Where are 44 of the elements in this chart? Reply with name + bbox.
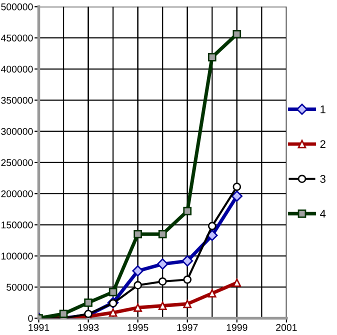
y-tick-label: 50000 [6, 284, 33, 291]
legend-label: 3 [320, 174, 326, 183]
point [158, 302, 167, 310]
legend-label: 1 [320, 106, 326, 114]
point [134, 281, 142, 290]
x-tick-label: 1995 [128, 324, 148, 331]
point [134, 303, 142, 312]
x-tick-label: 2001 [276, 324, 297, 331]
point [232, 278, 242, 287]
point [183, 300, 192, 308]
y-tick-label: 400000 [0, 66, 33, 73]
y-tick-label: 300000 [1, 128, 33, 135]
point [132, 265, 144, 276]
point [232, 182, 242, 191]
point [183, 275, 192, 284]
y-tick-label: 0 [28, 314, 33, 322]
legend-label: 4 [320, 210, 326, 218]
x-tick-label: 1991 [28, 324, 50, 331]
point [183, 206, 192, 216]
point [108, 288, 118, 296]
x-tick-label: 1999 [226, 324, 248, 331]
y-tick-label: 450000 [0, 34, 33, 42]
point [158, 230, 167, 238]
point [182, 255, 193, 267]
y-tick-label: 500000 [1, 3, 33, 10]
point [208, 53, 216, 62]
point [232, 30, 242, 38]
point [158, 277, 167, 286]
point [84, 298, 92, 307]
x-tick-label: 1993 [78, 324, 99, 331]
point [156, 258, 168, 270]
y-tick-label: 100000 [2, 252, 33, 260]
point [208, 222, 216, 230]
point [231, 190, 243, 202]
y-tick-label: 350000 [1, 96, 33, 104]
point [59, 310, 68, 318]
y-tick-label: 250000 [1, 159, 33, 166]
y-tick-label: 150000 [2, 222, 33, 228]
y-tick-label: 200000 [1, 190, 33, 198]
x-tick-label: 1997 [177, 324, 198, 331]
point [208, 289, 216, 298]
point [134, 230, 142, 238]
point [108, 308, 118, 317]
legend-label: 2 [320, 140, 326, 148]
